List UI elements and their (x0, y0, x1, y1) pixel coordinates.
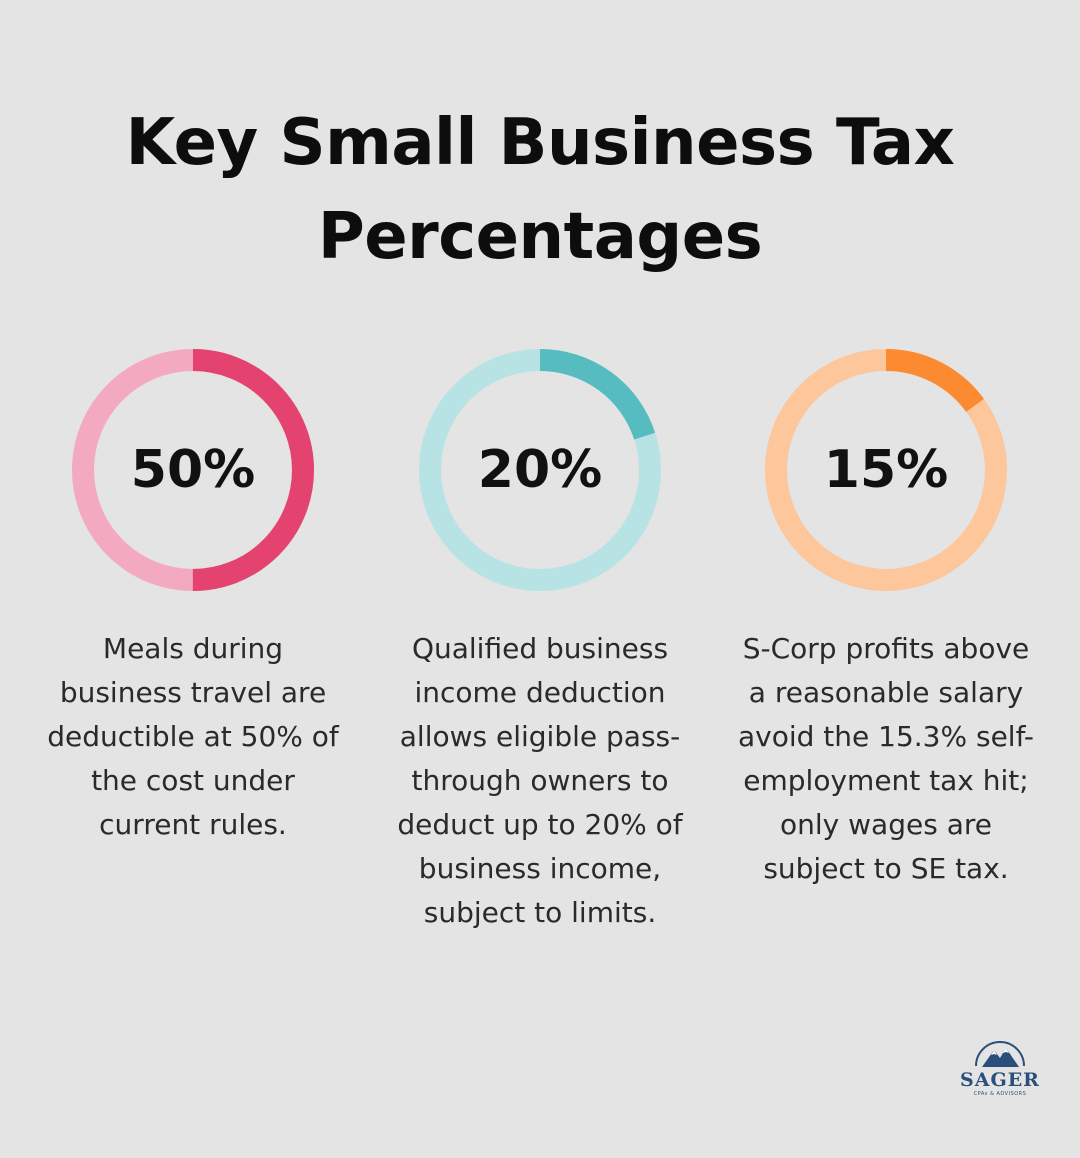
donut-chart-scorp: 15% (761, 345, 1011, 595)
title-line-1: Key Small Business Tax (125, 106, 955, 180)
stat-meals: 50% Meals during business travel are ded… (38, 345, 348, 847)
donut-svg-qbi (419, 349, 661, 591)
donut-chart-meals: 50% (68, 345, 318, 595)
percentage-label: 20% (477, 440, 603, 500)
company-logo: SAGER CPAs & ADVISORS (952, 1040, 1048, 1112)
stat-qbi: 20% Qualified business income deduction … (385, 345, 695, 935)
percentage-label: 15% (823, 440, 949, 500)
donut-arc-qbi (419, 349, 661, 591)
donut-arc-meals (72, 349, 314, 591)
mountain-icon (975, 1041, 1025, 1067)
donut-arc-scorp (765, 349, 1007, 591)
page-title: Key Small Business Tax Percentages (0, 96, 1080, 284)
donut-svg-scorp (765, 349, 1007, 591)
description-text: Meals during business travel are deducti… (47, 632, 339, 841)
donut-chart-qbi: 20% (415, 345, 665, 595)
logo-tagline: CPAs & ADVISORS (973, 1091, 1027, 1097)
logo-wordmark: SAGER (960, 1069, 1040, 1091)
stat-scorp: 15% S-Corp profits above a reasonable sa… (731, 345, 1041, 891)
description-text: S-Corp profits above a reasonable salary… (737, 632, 1035, 885)
percentage-label: 50% (130, 440, 256, 500)
description-text: Qualified business income deduction allo… (397, 632, 683, 929)
title-line-2: Percentages (317, 200, 763, 274)
donut-svg-meals (72, 349, 314, 591)
